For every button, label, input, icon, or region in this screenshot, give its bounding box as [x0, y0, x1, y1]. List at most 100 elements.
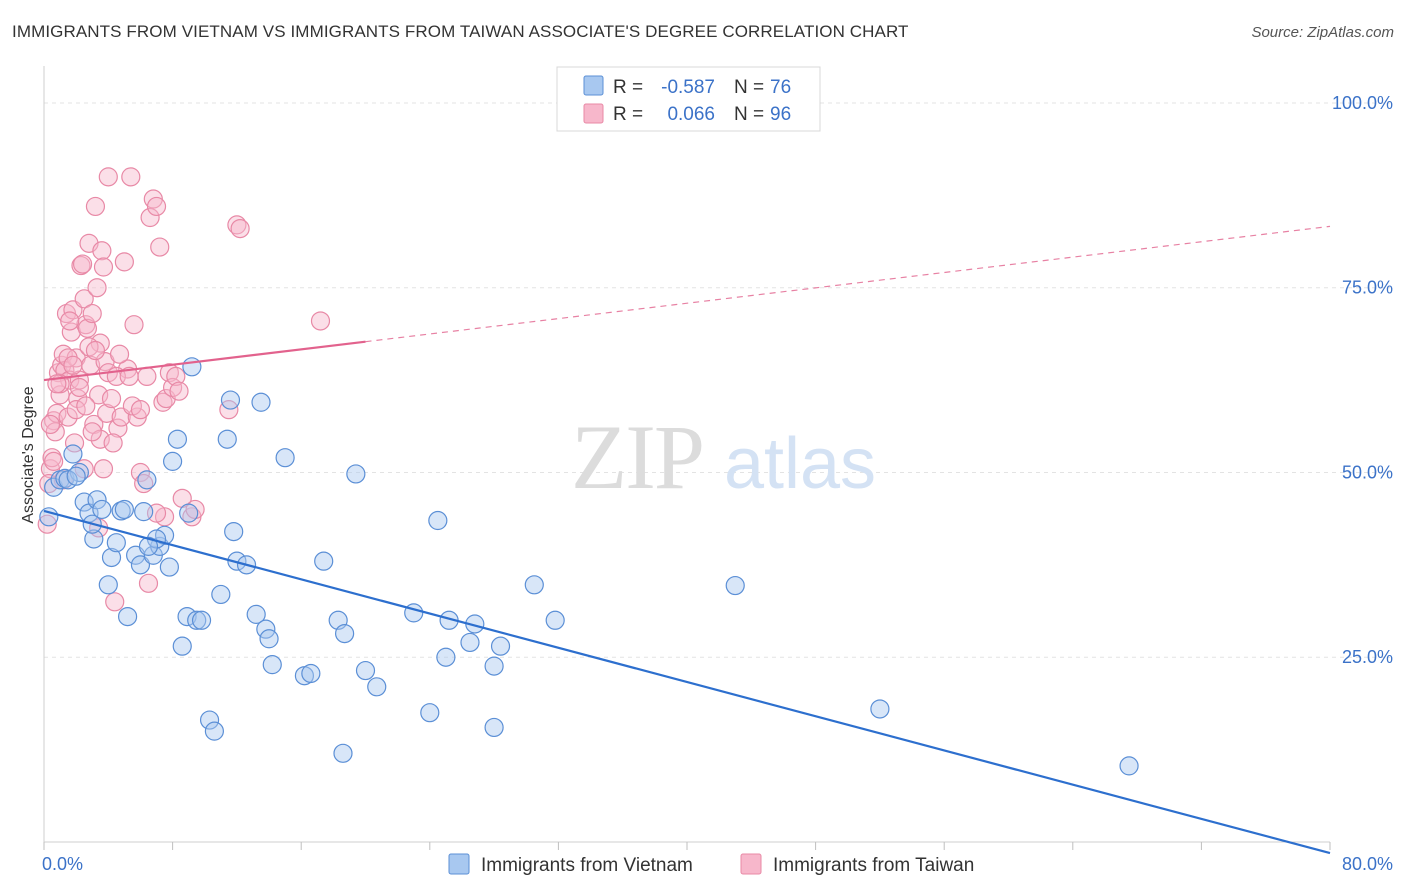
taiwan-point-93 [119, 366, 139, 386]
taiwan-point-74 [82, 422, 102, 442]
vietnam-point-23 [159, 557, 179, 577]
taiwan-point-33 [92, 241, 112, 261]
taiwan-point-52 [146, 196, 167, 217]
vietnam-point-12 [101, 547, 122, 568]
watermark-atlas: atlas [724, 424, 876, 504]
taiwan-point-38 [101, 388, 122, 409]
taiwan-point-89 [60, 311, 80, 331]
vietnam-point-57 [436, 647, 456, 667]
vietnam-point-67 [870, 699, 890, 719]
stats-n-label-taiwan: N = [734, 104, 764, 125]
trend-lines [43, 225, 1331, 855]
vietnam-point-29 [187, 610, 207, 630]
taiwan-point-85 [85, 340, 106, 361]
y-tick-labels: 25.0% 50.0% 75.0% 100.0% [1332, 93, 1393, 667]
taiwan-point-5 [47, 403, 67, 423]
vietnam-point-24 [163, 451, 183, 471]
taiwan-point-48 [134, 473, 154, 494]
vietnam-point-15 [117, 606, 138, 627]
vietnam-point-47 [314, 551, 334, 571]
taiwan-point-64 [219, 400, 239, 420]
taiwan-trend-dashed [365, 225, 1331, 343]
taiwan-point-54 [153, 392, 173, 412]
taiwan-point-69 [44, 451, 64, 471]
vietnam-point-26 [172, 636, 192, 656]
taiwan-point-67 [310, 311, 331, 331]
vietnam-point-10 [92, 499, 112, 520]
stats-swatch-taiwan [583, 103, 604, 124]
x-max-label: 80.0% [1342, 854, 1393, 874]
vietnam-point-40 [251, 392, 271, 412]
gridlines [44, 102, 1390, 658]
vietnam-point-9 [87, 490, 107, 510]
vietnam-point-36 [224, 521, 244, 542]
taiwan-point-53 [150, 237, 170, 257]
taiwan-point-65 [227, 215, 247, 235]
vietnam-point-70 [66, 466, 86, 486]
taiwan-point-45 [124, 315, 144, 335]
taiwan-point-0 [37, 514, 57, 534]
taiwan-point-95 [40, 414, 61, 435]
vietnam-point-63 [490, 636, 511, 656]
stats-n-value-vietnam: 76 [770, 77, 791, 98]
vietnam-point-55 [420, 703, 440, 723]
y-tick-label-100: 100.0% [1332, 93, 1393, 113]
y-tick-label-75: 75.0% [1342, 278, 1393, 298]
taiwan-point-31 [89, 385, 109, 405]
taiwan-point-49 [137, 366, 157, 386]
vietnam-point-33 [211, 584, 231, 605]
taiwan-point-59 [166, 366, 186, 386]
taiwan-point-32 [90, 429, 110, 449]
legend-swatch-vietnam [448, 853, 470, 875]
vietnam-point-43 [262, 655, 282, 675]
taiwan-point-44 [121, 167, 141, 187]
legend-swatch-taiwan [740, 853, 762, 875]
vietnam-point-13 [106, 533, 126, 553]
vietnam-point-0 [39, 507, 59, 527]
vietnam-point-74 [179, 503, 199, 523]
taiwan-point-66 [230, 218, 250, 239]
taiwan-point-37 [98, 167, 118, 187]
taiwan-point-12 [58, 407, 78, 427]
taiwan-point-82 [63, 355, 83, 375]
vietnam-point-30 [191, 610, 212, 630]
vietnam-point-50 [333, 743, 353, 763]
vietnam-points [39, 357, 1139, 776]
vietnam-point-18 [134, 502, 154, 522]
taiwan-point-50 [140, 207, 160, 228]
taiwan-point-21 [72, 254, 93, 274]
taiwan-point-72 [66, 400, 86, 420]
vietnam-point-11 [98, 575, 118, 595]
taiwan-point-40 [108, 418, 128, 438]
y-tick-label-25: 25.0% [1342, 647, 1393, 667]
taiwan-points [37, 167, 331, 612]
vietnam-point-5 [69, 462, 89, 483]
taiwan-point-83 [69, 377, 89, 398]
legend-label-vietnam: Immigrants from Vietnam [481, 855, 693, 876]
x-min-label: 0.0% [42, 854, 83, 874]
taiwan-point-22 [74, 289, 94, 309]
taiwan-point-30 [87, 278, 107, 298]
taiwan-point-86 [93, 459, 114, 479]
vietnam-point-44 [275, 448, 295, 468]
vietnam-point-64 [524, 575, 544, 595]
vietnam-point-32 [204, 721, 224, 741]
vietnam-point-59 [460, 632, 480, 653]
taiwan-point-92 [109, 344, 130, 364]
vietnam-point-8 [84, 529, 104, 549]
vietnam-point-35 [220, 390, 241, 410]
taiwan-point-87 [103, 433, 123, 453]
vietnam-point-19 [137, 470, 157, 490]
taiwan-point-24 [77, 318, 98, 338]
vietnam-point-46 [301, 663, 321, 684]
stats-swatch-vietnam [583, 75, 604, 96]
stats-n-value-taiwan: 96 [770, 104, 791, 125]
chart-title: IMMIGRANTS FROM VIETNAM VS IMMIGRANTS FR… [12, 22, 909, 41]
taiwan-point-36 [97, 403, 117, 423]
stats-r-value-vietnam: -0.587 [661, 77, 715, 98]
vietnam-point-56 [428, 510, 448, 531]
vietnam-point-17 [130, 555, 151, 575]
vietnam-point-49 [335, 623, 355, 644]
taiwan-point-42 [114, 252, 134, 272]
